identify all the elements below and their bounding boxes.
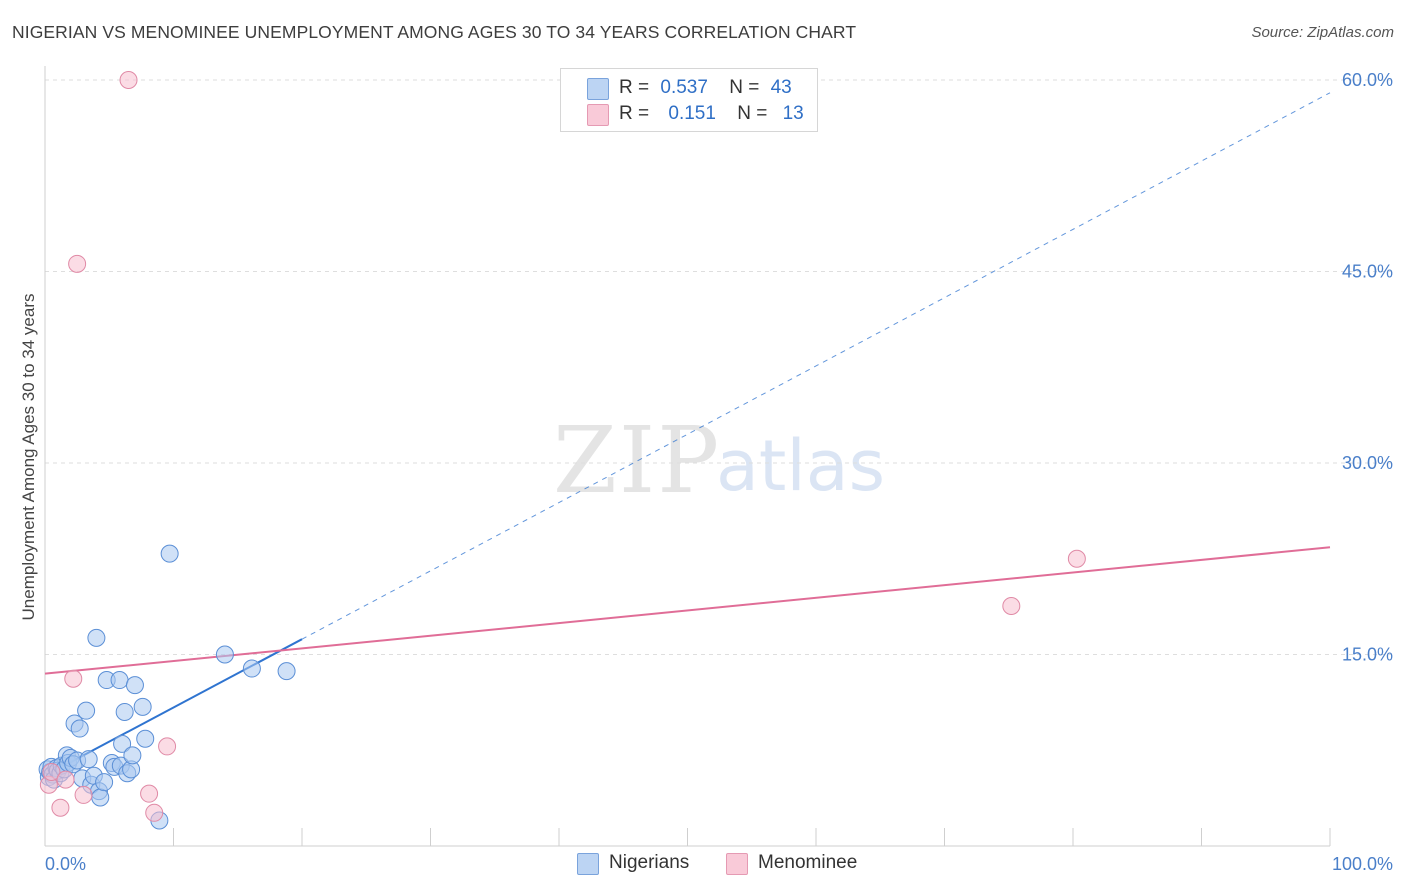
legend-n-label: N =: [729, 77, 760, 98]
menominee-point: [158, 737, 177, 756]
y-tick-label: 15.0%: [1342, 645, 1393, 665]
menominee-point: [140, 784, 159, 803]
watermark: ZIP atlas: [553, 407, 885, 514]
chart-title: NIGERIAN VS MENOMINEE UNEMPLOYMENT AMONG…: [12, 22, 857, 42]
axes: [44, 66, 1331, 847]
nigerians-point: [110, 671, 129, 690]
nigerians-point: [215, 645, 234, 664]
legend-swatch-nigerians: [587, 78, 609, 100]
menominee-trendline: [44, 546, 1331, 675]
correlation-legend: R = 0.537 N = 43 R = 0.151 N = 13: [560, 68, 818, 132]
legend-swatch-menominee: [587, 104, 609, 126]
menominee-label: Menominee: [758, 852, 858, 873]
nigerians-point: [91, 788, 110, 807]
legend-r-value: 0.537: [660, 77, 708, 98]
legend-n-label: N =: [737, 103, 768, 124]
watermark-atlas: atlas: [716, 425, 885, 507]
menominee-swatch: [726, 853, 748, 875]
menominee-point: [119, 71, 138, 89]
legend-n-value: 13: [782, 103, 804, 124]
menominee-point: [51, 798, 70, 817]
legend-n-value: 43: [770, 77, 792, 98]
nigerians-swatch: [577, 853, 599, 875]
menominee-point: [42, 762, 61, 781]
gridlines: [45, 79, 1392, 655]
nigerians-point: [133, 697, 152, 716]
nigerians-point: [115, 702, 134, 721]
nigerians-point: [95, 773, 114, 792]
menominee-point: [68, 254, 87, 273]
y-axis-title: Unemployment Among Ages 30 to 34 years: [19, 294, 38, 621]
legend-r-value: 0.151: [668, 103, 716, 124]
menominee-point: [1067, 549, 1086, 568]
source-label: Source: ZipAtlas.com: [1251, 24, 1394, 41]
menominee-point: [74, 785, 93, 804]
watermark-zip: ZIP: [553, 407, 721, 514]
nigerians-point: [113, 734, 132, 753]
nigerians-point: [242, 659, 261, 678]
nigerians-trendline-extension: [301, 92, 1331, 640]
series-legend: Nigerians Menominee: [0, 851, 1406, 877]
menominee-point: [145, 803, 164, 822]
y-tick-label: 60.0%: [1342, 70, 1393, 90]
y-tick-label: 45.0%: [1342, 262, 1393, 282]
ticks: 15.0% 30.0% 45.0% 60.0% 0.0% 100.0%: [45, 70, 1393, 874]
legend-r-label: R =: [619, 77, 650, 98]
y-tick-label: 30.0%: [1342, 453, 1393, 473]
nigerians-point: [136, 729, 155, 748]
nigerians-point: [160, 544, 179, 563]
x-tick-label: 0.0%: [45, 854, 86, 874]
legend-r-label: R =: [619, 103, 650, 124]
nigerians-point: [277, 662, 296, 681]
nigerians-point: [87, 628, 106, 647]
nigerians-point: [123, 746, 142, 765]
nigerians-point: [79, 750, 98, 769]
nigerians-label: Nigerians: [609, 852, 690, 873]
data-points: [38, 71, 1086, 830]
nigerians-point: [70, 719, 89, 738]
menominee-point: [1002, 596, 1021, 615]
nigerians-point: [77, 701, 96, 720]
x-tick-label: 100.0%: [1332, 854, 1393, 874]
nigerians-point: [125, 676, 144, 695]
menominee-point: [64, 669, 83, 688]
menominee-point: [56, 770, 75, 789]
